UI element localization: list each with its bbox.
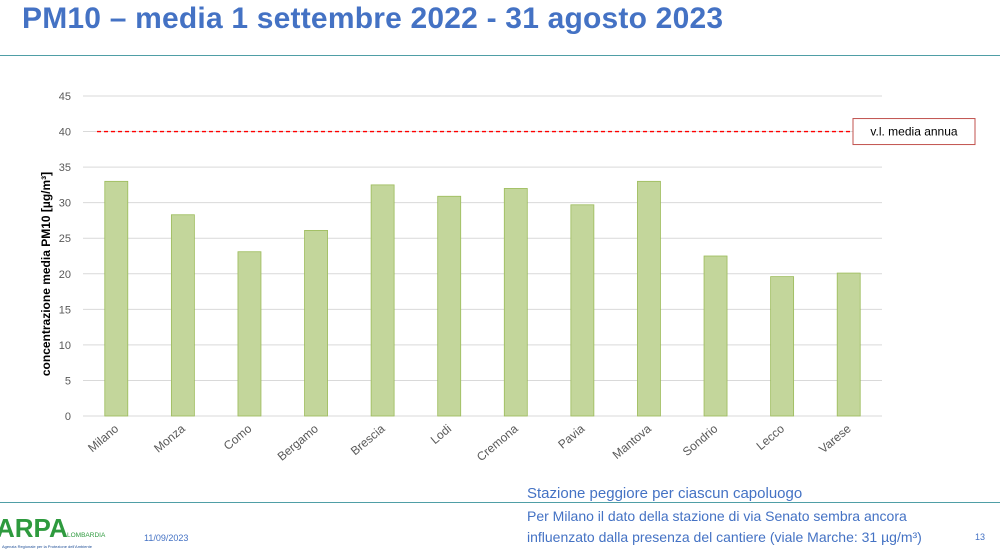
note-title: Stazione peggiore per ciascun capoluogo xyxy=(527,485,803,502)
x-tick-label: Lecco xyxy=(754,421,788,453)
note-line-2: influenzato dalla presenza del cantiere … xyxy=(527,529,922,545)
y-tick-label: 35 xyxy=(59,162,71,174)
y-tick-label: 0 xyxy=(65,411,71,423)
note-line-1: Per Milano il dato della stazione di via… xyxy=(527,508,907,524)
y-tick-label: 15 xyxy=(59,304,71,316)
y-tick-label: 5 xyxy=(65,375,71,387)
logo-tagline: Agenzia Regionale per la Protezione dell… xyxy=(2,544,93,549)
bar-mantova xyxy=(637,180,661,417)
bar-monza xyxy=(170,214,195,417)
bar-lodi xyxy=(437,195,462,417)
y-tick-label: 20 xyxy=(59,269,71,281)
bar-lecco xyxy=(770,276,795,417)
y-tick-label: 45 xyxy=(59,91,71,103)
bar-como xyxy=(237,251,262,417)
bar-milano xyxy=(104,180,129,417)
pm10-bar-chart: 0 5 10 15 20 25 30 35 40 45 Milano Monza Como Bergamo… xyxy=(39,91,976,464)
bar-sondrio xyxy=(703,255,728,417)
x-tick-label: Bergamo xyxy=(275,421,322,463)
limit-label-box xyxy=(852,118,976,146)
x-tick-label: Pavia xyxy=(555,421,587,451)
x-tick-label: Mantova xyxy=(610,421,655,462)
x-tick-label: Milano xyxy=(85,421,121,455)
logo-wordmark: ARPA xyxy=(0,515,68,543)
bar-brescia xyxy=(370,184,395,417)
x-tick-label: Sondrio xyxy=(680,421,721,459)
bar-pavia xyxy=(570,204,595,417)
slide-date: 11/09/2023 xyxy=(144,533,189,543)
y-tick-label: 10 xyxy=(59,340,71,352)
bar-bergamo xyxy=(304,229,328,417)
arpa-logo: ARPA LOMBARDIA Agenzia Regionale per la … xyxy=(0,515,106,549)
y-axis-title: concentrazione media PM10 [µg/m³] xyxy=(39,172,53,376)
x-tick-label: Cremona xyxy=(474,421,521,464)
bottom-divider xyxy=(0,502,1000,503)
x-tick-label: Monza xyxy=(151,421,188,455)
limit-label: v.l. media annua xyxy=(870,125,957,139)
y-tick-label: 25 xyxy=(59,233,71,245)
bar-cremona xyxy=(503,188,528,417)
y-tick-label: 40 xyxy=(59,127,71,139)
y-tick-label: 30 xyxy=(59,198,71,210)
x-tick-label: Varese xyxy=(816,421,854,456)
slide-title: PM10 – media 1 settembre 2022 - 31 agost… xyxy=(22,2,724,35)
page-number: 13 xyxy=(975,532,986,542)
x-tick-label: Como xyxy=(221,421,255,453)
x-tick-label: Lodi xyxy=(428,422,454,447)
top-divider xyxy=(0,55,1000,56)
logo-region: LOMBARDIA xyxy=(67,532,106,539)
bar-varese xyxy=(836,272,861,417)
x-tick-label: Brescia xyxy=(348,421,388,458)
